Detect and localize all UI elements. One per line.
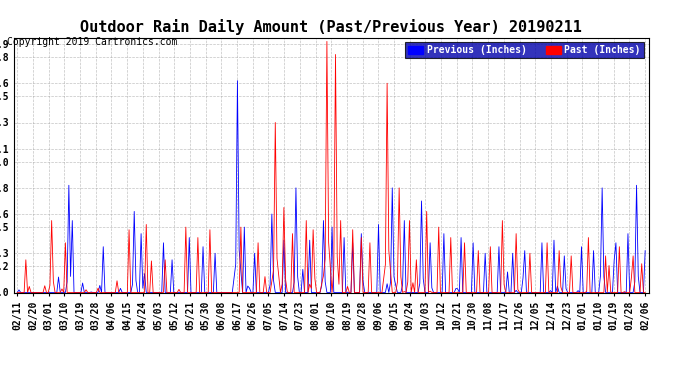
- Line: Previous (Inches): Previous (Inches): [17, 81, 645, 292]
- Previous (Inches): [142, 290, 150, 295]
- Text: Copyright 2019 Cartronics.com: Copyright 2019 Cartronics.com: [7, 37, 177, 47]
- Past (Inches): [142, 222, 150, 227]
- Past (Inches): [641, 290, 649, 295]
- Past (Inches): [120, 290, 128, 295]
- Previous (Inches): [480, 290, 488, 295]
- Previous (Inches): [120, 290, 128, 295]
- Title: Outdoor Rain Daily Amount (Past/Previous Year) 20190211: Outdoor Rain Daily Amount (Past/Previous…: [80, 19, 582, 35]
- Past (Inches): [13, 290, 21, 295]
- Previous (Inches): [354, 290, 362, 295]
- Past (Inches): [354, 290, 362, 295]
- Previous (Inches): [75, 290, 83, 295]
- Past (Inches): [75, 290, 83, 295]
- Previous (Inches): [641, 248, 649, 253]
- Past (Inches): [480, 290, 488, 295]
- Past (Inches): [323, 39, 331, 44]
- Previous (Inches): [13, 290, 21, 295]
- Previous (Inches): [445, 290, 453, 295]
- Legend: Previous (Inches), Past (Inches): Previous (Inches), Past (Inches): [405, 42, 644, 58]
- Previous (Inches): [233, 78, 242, 83]
- Line: Past (Inches): Past (Inches): [17, 41, 645, 292]
- Past (Inches): [445, 290, 453, 295]
